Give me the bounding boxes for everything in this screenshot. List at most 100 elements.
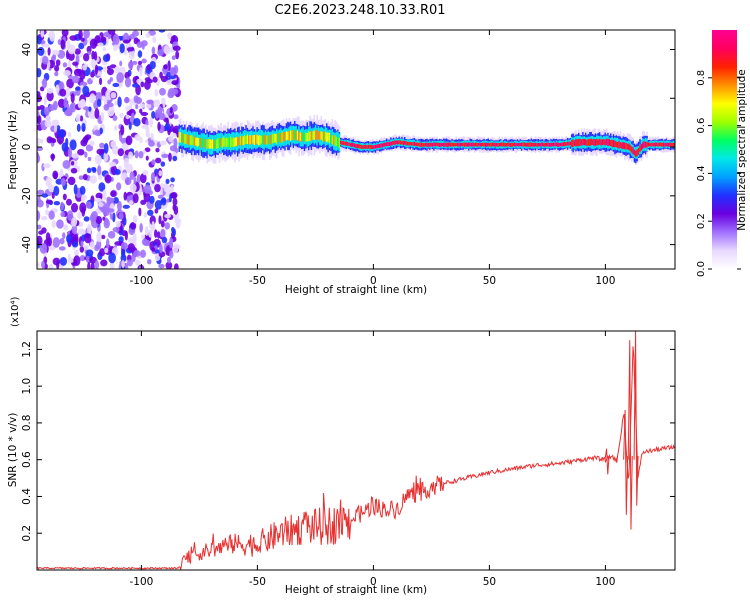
noise-blob [172, 197, 178, 206]
signal-slice [196, 137, 199, 147]
signal-slice [619, 142, 622, 149]
noise-blob [135, 259, 141, 266]
signal-slice [271, 134, 274, 144]
signal-slice [372, 145, 374, 150]
noise-blob [127, 243, 135, 252]
signal-slice [618, 141, 620, 149]
noise-blob [168, 152, 172, 162]
noise-blob [143, 184, 152, 194]
signal-slice [198, 137, 200, 146]
noise-blob [37, 261, 40, 268]
noise-blob [120, 124, 125, 136]
noise-blob [156, 231, 161, 239]
signal-slice [454, 142, 456, 147]
noise-blob [103, 151, 109, 162]
signal-slice [330, 134, 332, 143]
noise-blob [144, 226, 149, 237]
signal-slice [544, 142, 547, 147]
noise-blob [167, 32, 173, 40]
noise-blob [83, 216, 90, 222]
noise-blob [172, 244, 179, 254]
signal-slice [191, 134, 193, 146]
noise-blob [96, 148, 105, 155]
signal-slice [242, 136, 245, 146]
spectrogram-frame [36, 29, 676, 270]
signal-slice [397, 140, 399, 145]
noise-blob [52, 170, 59, 180]
noise-blob [103, 103, 110, 111]
noise-blob [113, 168, 121, 175]
signal-slice [546, 142, 548, 147]
noise-blob [79, 81, 88, 87]
noise-blob [99, 77, 103, 86]
noise-blob [51, 191, 55, 199]
signal-slice [530, 142, 533, 147]
signal-slice [477, 143, 480, 147]
noise-blob [109, 77, 113, 82]
signal-slice [380, 143, 382, 148]
signal-slice [465, 142, 467, 147]
noise-blob [95, 216, 103, 225]
noise-blob [77, 228, 86, 235]
noise-blob [154, 88, 159, 97]
signal-slice [370, 144, 373, 150]
noise-blob [147, 209, 154, 216]
signal-slice [245, 135, 247, 145]
noise-blob [148, 195, 155, 204]
noise-blob [173, 114, 179, 120]
noise-blob [158, 170, 163, 177]
noise-blob [83, 30, 90, 39]
noise-blob [100, 111, 105, 122]
signal-slice [358, 144, 360, 149]
signal-slice [289, 130, 292, 141]
noise-blob [123, 191, 128, 201]
noise-blob [113, 197, 119, 204]
signal-slice [488, 142, 491, 147]
signal-slice [604, 139, 607, 146]
noise-blob [129, 171, 135, 181]
noise-blob [132, 60, 138, 65]
noise-blob [112, 44, 118, 52]
snr-spike [627, 340, 633, 530]
signal-slice [633, 149, 636, 156]
signal-slice [597, 139, 600, 146]
noise-blob [171, 80, 179, 86]
signal-slice [507, 142, 509, 147]
noise-blob [112, 115, 118, 122]
noise-blob [54, 65, 60, 72]
noise-blob [109, 64, 117, 69]
noise-blob [140, 173, 147, 184]
noise-blob [37, 46, 45, 56]
colorbar-gradient [712, 30, 737, 269]
noise-blob [146, 79, 153, 84]
noise-blob [100, 259, 108, 267]
noise-blob [151, 111, 156, 119]
noise-blob [132, 193, 139, 204]
signal-slice [635, 150, 637, 158]
signal-slice [216, 139, 218, 149]
signal-slice [410, 142, 413, 146]
signal-slice [402, 140, 405, 146]
noise-blob [145, 131, 151, 138]
signal-slice [429, 142, 431, 147]
noise-blob [158, 215, 162, 225]
noise-blob [66, 39, 71, 51]
noise-blob [41, 215, 48, 221]
signal-slice [269, 135, 271, 145]
noise-blob [46, 87, 54, 94]
signal-slice [583, 138, 586, 146]
signal-slice [657, 142, 659, 147]
noise-blob [96, 98, 102, 107]
signal-slice [412, 142, 414, 146]
noise-blob [95, 208, 101, 214]
noise-blob [52, 257, 61, 266]
noise-blob [106, 68, 114, 76]
noise-blob [116, 182, 122, 191]
noise-blob [172, 155, 178, 162]
spectrogram-panel: -100 -50 0 50 100 -40 -20 0 20 40 Height of stra… [7, 29, 676, 296]
signal-slice [246, 134, 249, 145]
signal-slice [348, 142, 350, 146]
noise-blob [132, 232, 137, 243]
noise-blob [138, 150, 144, 159]
x-tick-label: 100 [595, 576, 615, 588]
